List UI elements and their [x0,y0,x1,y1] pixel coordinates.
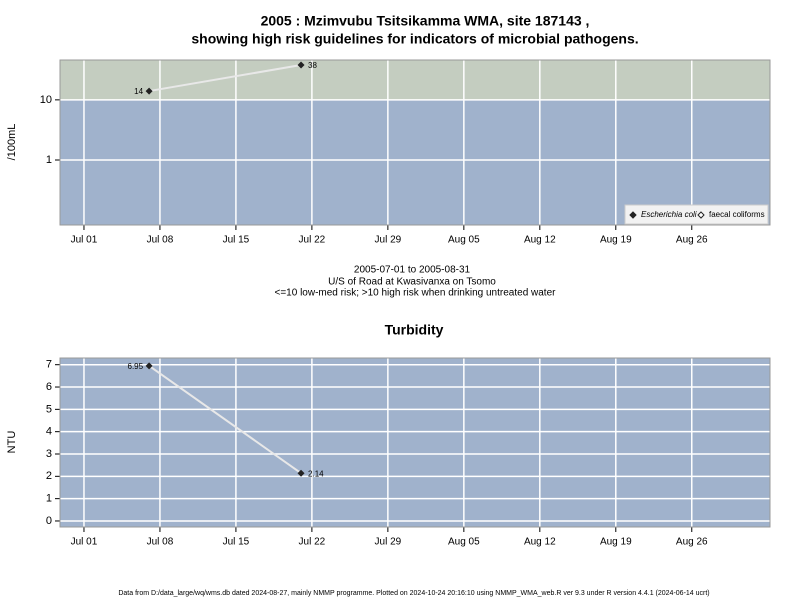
chart-title: Turbidity [385,322,444,338]
legend-marker [697,211,705,219]
x-tick-label: Aug 05 [448,235,480,246]
data-label: 6.95 [128,362,144,371]
data-point [145,362,153,370]
plot-border [59,357,771,528]
y-tick-label: 3 [46,448,52,460]
y-tick-label: 5 [46,403,52,415]
legend-label: Escherichia coli [641,210,697,219]
y-tick-label: 0 [46,515,52,527]
x-tick-label: Jul 01 [71,537,98,548]
legend-marker [629,211,637,219]
x-tick-label: Aug 19 [600,537,632,548]
x-tick-label: Jul 22 [299,537,326,548]
plot-border [59,59,771,226]
y-tick-label: 7 [46,359,52,371]
legend-box [624,204,769,225]
y-tick-label: 4 [46,426,52,438]
low-risk-band [60,99,770,225]
x-tick-label: Jul 01 [71,235,98,246]
y-axis-label: /100mL [6,124,18,161]
x-tick-label: Jul 29 [375,235,402,246]
legend-label: faecal coliforms [709,210,765,219]
y-tick-label: 1 [46,493,52,505]
note: 2005-07-01 to 2005-08-31 [354,265,471,276]
series-line [148,364,302,475]
x-tick-label: Aug 12 [524,235,556,246]
data-point [145,87,153,95]
x-tick-label: Aug 26 [676,235,708,246]
plot-background [60,358,770,527]
y-tick-label: 1 [46,154,52,166]
x-tick-label: Jul 29 [375,537,402,548]
y-tick-label: 2 [46,470,52,482]
y-tick-label: 6 [46,381,52,393]
chart-title: 2005 : Mzimvubu Tsitsikamma WMA, site 18… [261,13,590,29]
data-point [297,61,305,69]
high-risk-band [60,60,770,100]
footer: Data from D:/data_large/wq/wms.db dated … [118,590,709,597]
x-tick-label: Aug 05 [448,537,480,548]
y-axis-label: NTU [6,431,18,454]
x-tick-label: Aug 19 [600,235,632,246]
x-tick-label: Jul 15 [223,235,250,246]
data-label: 14 [134,87,143,96]
x-tick-label: Aug 12 [524,537,556,548]
x-tick-label: Jul 22 [299,235,326,246]
x-tick-label: Jul 08 [147,537,174,548]
data-label: 2.14 [308,469,324,478]
x-tick-label: Jul 15 [223,537,250,548]
note: U/S of Road at Kwasivanxa on Tsomo [328,277,496,288]
chart-title: showing high risk guidelines for indicat… [191,31,638,47]
data-label: 38 [308,61,317,70]
x-tick-label: Jul 08 [147,235,174,246]
series-line [148,64,302,93]
x-tick-label: Aug 26 [676,537,708,548]
y-tick-label: 10 [40,94,52,106]
data-point [297,469,305,477]
note: <=10 low-med risk; >10 high risk when dr… [275,288,557,299]
